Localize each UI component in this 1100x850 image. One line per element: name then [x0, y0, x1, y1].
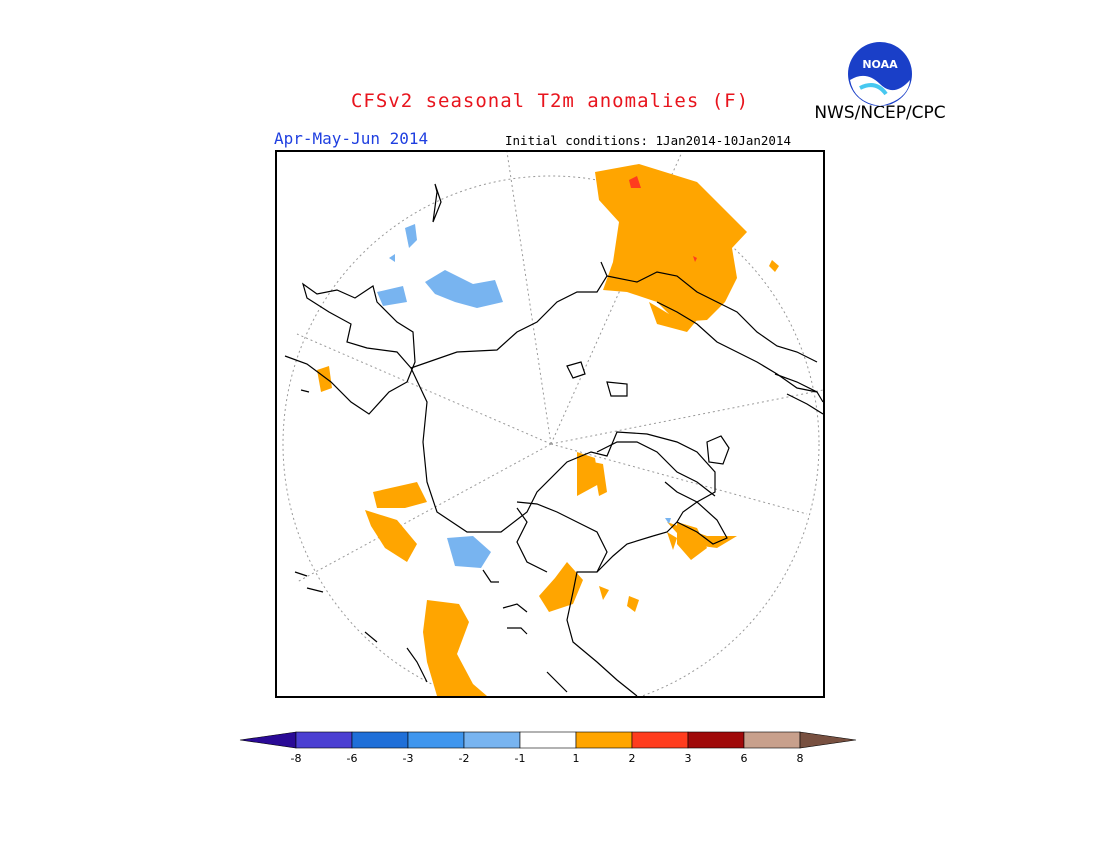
colorbar-swatch [743, 731, 801, 749]
colorbar-tick-label: 2 [628, 752, 636, 765]
polar-map [275, 150, 825, 698]
strong-warm-anomalies [629, 176, 697, 262]
logo-text: NOAA [862, 58, 898, 71]
warm-anomalies [317, 164, 779, 696]
colorbar-swatch [631, 731, 689, 749]
colorbar-tick-label: -2 [458, 752, 470, 765]
colorbar-tick-label: 3 [684, 752, 692, 765]
polar-map-svg [282, 152, 823, 696]
colorbar-tick-label: -6 [346, 752, 358, 765]
initial-conditions: Initial conditions: 1Jan2014-10Jan2014 [505, 133, 791, 148]
colorbar-swatch [407, 731, 465, 749]
colorbar-tick-label: 6 [740, 752, 748, 765]
colorbar-tick-label: -1 [514, 752, 526, 765]
colorbar-tick-label: -8 [290, 752, 302, 765]
colorbar-tick-label: 8 [796, 752, 804, 765]
map-title: CFSv2 seasonal T2m anomalies (F) [350, 90, 750, 112]
colorbar-swatch [295, 731, 353, 749]
colorbar-swatch [463, 731, 521, 749]
noaa-logo-icon: NOAA [848, 42, 912, 106]
coastlines [284, 183, 823, 696]
colorbar-swatch [351, 731, 409, 749]
colorbar-swatch [519, 731, 577, 749]
colorbar-tick-label: -3 [402, 752, 414, 765]
colorbar-tick-label: 1 [572, 752, 580, 765]
colorbar-swatch [575, 731, 633, 749]
colorbar-end-high [799, 731, 857, 749]
colorbar-swatches [239, 731, 857, 749]
forecast-period: Apr-May-Jun 2014 [274, 129, 429, 148]
graticule [282, 152, 823, 696]
colorbar-end-low [239, 731, 297, 749]
cool-anomalies [377, 224, 671, 568]
agency-credit: NWS/NCEP/CPC [814, 103, 946, 123]
colorbar [239, 731, 857, 749]
colorbar-swatch [687, 731, 745, 749]
